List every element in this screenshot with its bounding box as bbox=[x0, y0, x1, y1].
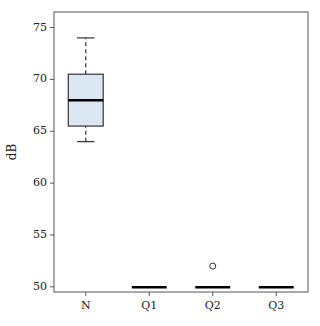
x-tick-label: Q3 bbox=[268, 299, 284, 312]
y-tick bbox=[50, 27, 54, 28]
median bbox=[68, 99, 103, 102]
y-tick-label: 55 bbox=[33, 228, 47, 241]
plot-frame bbox=[54, 12, 308, 292]
y-tick-label: 70 bbox=[33, 72, 47, 85]
x-tick bbox=[212, 292, 213, 296]
boxes bbox=[68, 38, 293, 287]
box bbox=[132, 287, 167, 288]
whisker-low bbox=[85, 126, 86, 142]
flier bbox=[210, 263, 216, 269]
y-tick bbox=[50, 234, 54, 235]
box-group bbox=[132, 287, 167, 288]
box bbox=[68, 74, 103, 126]
x-tick bbox=[276, 292, 277, 296]
y-tick bbox=[50, 79, 54, 80]
x-tick bbox=[149, 292, 150, 296]
chart: 50 55 60 65 70 75 N Q1 Q2 Q3 dB bbox=[0, 0, 320, 326]
y-tick bbox=[50, 131, 54, 132]
y-tick bbox=[50, 286, 54, 287]
y-axis-label: dB bbox=[5, 144, 19, 161]
y-tick bbox=[50, 183, 54, 184]
box-group bbox=[259, 287, 294, 288]
whisker-high bbox=[85, 38, 86, 74]
median bbox=[195, 286, 230, 289]
cap-low bbox=[77, 141, 94, 142]
box-group bbox=[195, 263, 230, 287]
y-tick-label: 75 bbox=[33, 21, 47, 34]
box bbox=[259, 287, 294, 288]
box bbox=[195, 287, 230, 288]
x-tick-label: Q1 bbox=[141, 299, 157, 312]
y-tick-label: 50 bbox=[33, 280, 47, 293]
y-tick-label: 65 bbox=[33, 124, 47, 137]
cap-high bbox=[77, 37, 94, 38]
x-tick-label: N bbox=[81, 299, 91, 312]
box-group bbox=[68, 38, 103, 142]
median bbox=[259, 286, 294, 289]
x-tick-label: Q2 bbox=[205, 299, 221, 312]
x-tick bbox=[85, 292, 86, 296]
median bbox=[132, 286, 167, 289]
y-tick-label: 60 bbox=[33, 176, 47, 189]
